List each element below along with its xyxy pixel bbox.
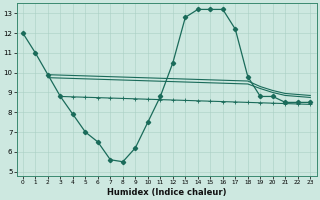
X-axis label: Humidex (Indice chaleur): Humidex (Indice chaleur) [107,188,226,197]
